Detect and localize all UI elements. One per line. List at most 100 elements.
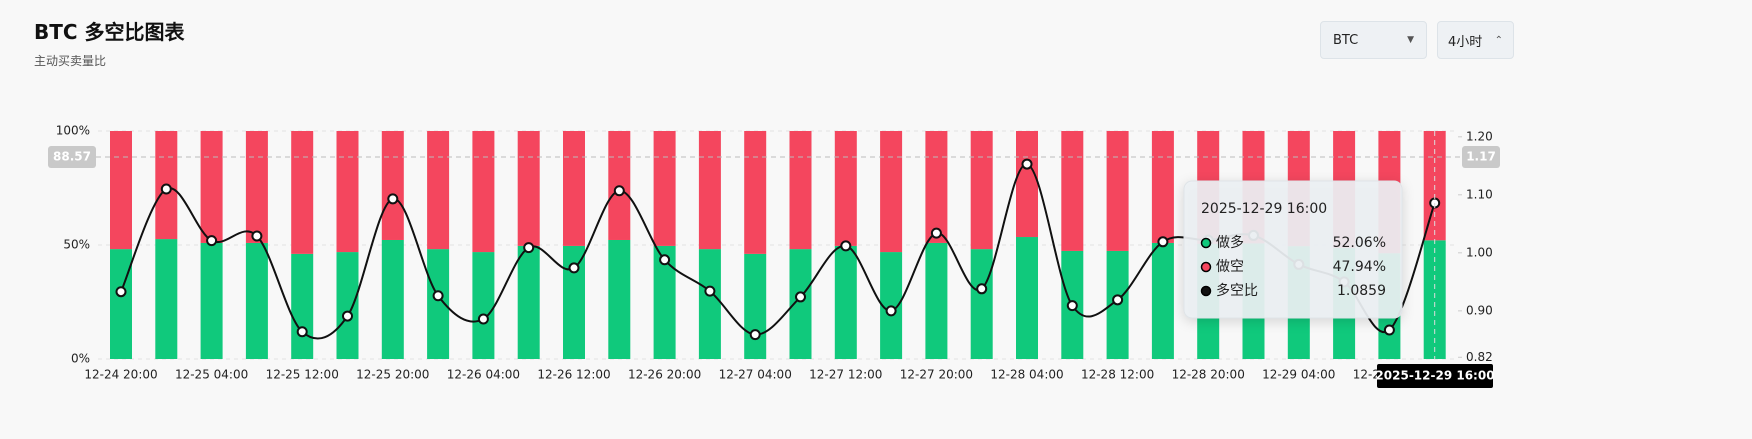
ratio-point	[251, 230, 263, 242]
ratio-point	[477, 313, 489, 325]
x-crosshair-label: 2025-12-29 16:00	[1375, 369, 1494, 383]
x-crosshair-label-bg	[1377, 364, 1493, 388]
x-tick-label: 12-25 04:00	[175, 368, 248, 382]
ratio-point	[1293, 258, 1305, 270]
bar-segment	[1242, 243, 1265, 359]
ratio-point	[976, 283, 988, 295]
ratio-point	[659, 254, 671, 266]
tooltip-dot	[1200, 261, 1212, 273]
bar-segment	[110, 249, 132, 359]
ratio-line	[120, 163, 1436, 340]
bar-segment	[1016, 237, 1038, 359]
ratio-point	[296, 326, 308, 338]
bar-segment	[744, 253, 767, 359]
bar-segment	[1061, 250, 1084, 359]
ratio-point	[1248, 229, 1259, 241]
ratio-point	[432, 290, 444, 302]
bar-segment	[245, 242, 268, 359]
tooltip-title: 2025-12-29 16:00	[1201, 201, 1327, 217]
ratio-point	[160, 183, 172, 195]
y2-tick-label: 1.20	[1466, 129, 1493, 143]
x-tick-label: 12-24 20:00	[84, 368, 157, 382]
tooltip-dot	[1200, 285, 1212, 297]
x-tick-label: 12-27 12:00	[809, 368, 882, 382]
bar-segment	[336, 131, 359, 253]
tooltip-value: 47.94%	[1333, 259, 1386, 275]
bar-segment	[517, 131, 540, 246]
x-tick-label: 12-26 20:00	[628, 368, 701, 382]
x-tick-label: 12-25 12:00	[266, 368, 339, 382]
bar-segment	[200, 242, 223, 359]
bar-segment	[1197, 243, 1220, 359]
y2-tick-label: 1.10	[1466, 187, 1493, 201]
ratio-point	[1383, 324, 1395, 336]
page-title: BTC 多空比图表	[34, 20, 185, 44]
x-tick-label: 12-28 20:00	[1172, 368, 1245, 382]
x-tick-label: 12-25 20:00	[356, 368, 429, 382]
bar-segment	[1106, 250, 1129, 359]
ratio-point	[568, 262, 580, 274]
bar-segment	[1423, 131, 1446, 241]
bar-segment	[1106, 131, 1129, 251]
bar-segment	[1287, 131, 1310, 247]
bar-segment	[381, 131, 404, 240]
bar-segment	[517, 245, 540, 359]
bar-segment	[970, 131, 993, 250]
bar-segment	[472, 131, 495, 253]
bar-segment	[1423, 240, 1446, 359]
tooltip-value: 52.06%	[1333, 235, 1386, 251]
interval-select[interactable]: 4小时 ⌃	[1437, 21, 1514, 59]
bar-segment	[834, 131, 857, 246]
symbol-select[interactable]: BTC ▼	[1320, 21, 1427, 59]
bar-segment	[336, 252, 359, 359]
bar-segment	[608, 239, 631, 359]
tooltip-name: 做空	[1216, 259, 1244, 275]
bar-segment	[1016, 131, 1038, 238]
bar-segment	[608, 131, 631, 240]
ratio-point	[795, 291, 806, 303]
bar-segment	[1333, 247, 1356, 359]
bar-segment	[1061, 131, 1084, 251]
bar-segment	[200, 131, 223, 243]
ratio-point	[930, 227, 942, 239]
dropdown-arrow: ▼	[1407, 35, 1414, 45]
bar-segment	[155, 131, 178, 240]
ratio-point	[1338, 276, 1350, 288]
bar-segment	[1333, 131, 1356, 248]
x-tick-label: 12-26 12:00	[537, 368, 610, 382]
ratio-point	[749, 329, 761, 341]
y-tick-label: 0%	[71, 352, 90, 366]
tooltip-dot	[1200, 237, 1212, 249]
bar-segment	[427, 249, 450, 359]
crosshair-label: 1.17	[1466, 150, 1496, 164]
ratio-point	[1112, 294, 1124, 306]
tooltip-name: 多空比	[1216, 282, 1258, 299]
ratio-point	[1066, 300, 1078, 312]
ratio-point	[885, 305, 897, 317]
bar-segment	[653, 245, 676, 359]
bar-segment	[653, 131, 676, 246]
ratio-point	[1157, 236, 1169, 248]
bar-segment	[698, 131, 721, 250]
updown-arrow: ⌃	[1494, 34, 1503, 46]
x-tick-label: 12-28 04:00	[990, 368, 1063, 382]
ratio-point	[1429, 197, 1441, 209]
bar-segment	[427, 131, 450, 250]
bar-segment	[472, 252, 495, 359]
bar-segment	[744, 131, 767, 254]
bar-segment	[563, 245, 585, 359]
bar-segment	[880, 252, 903, 359]
bar-segment	[563, 131, 585, 246]
y2-tick-label: 0.90	[1466, 303, 1493, 317]
bar-segment	[155, 239, 178, 359]
interval-text: 4小时	[1448, 34, 1483, 50]
bar-segment	[789, 131, 812, 250]
bar-segment	[880, 131, 903, 253]
ratio-point	[840, 240, 852, 252]
bar-segment	[110, 131, 132, 250]
x-tick-label: 12-29 12:00	[1353, 368, 1426, 382]
ratio-point	[387, 193, 399, 205]
y2-tick-label: 0.82	[1466, 350, 1493, 364]
